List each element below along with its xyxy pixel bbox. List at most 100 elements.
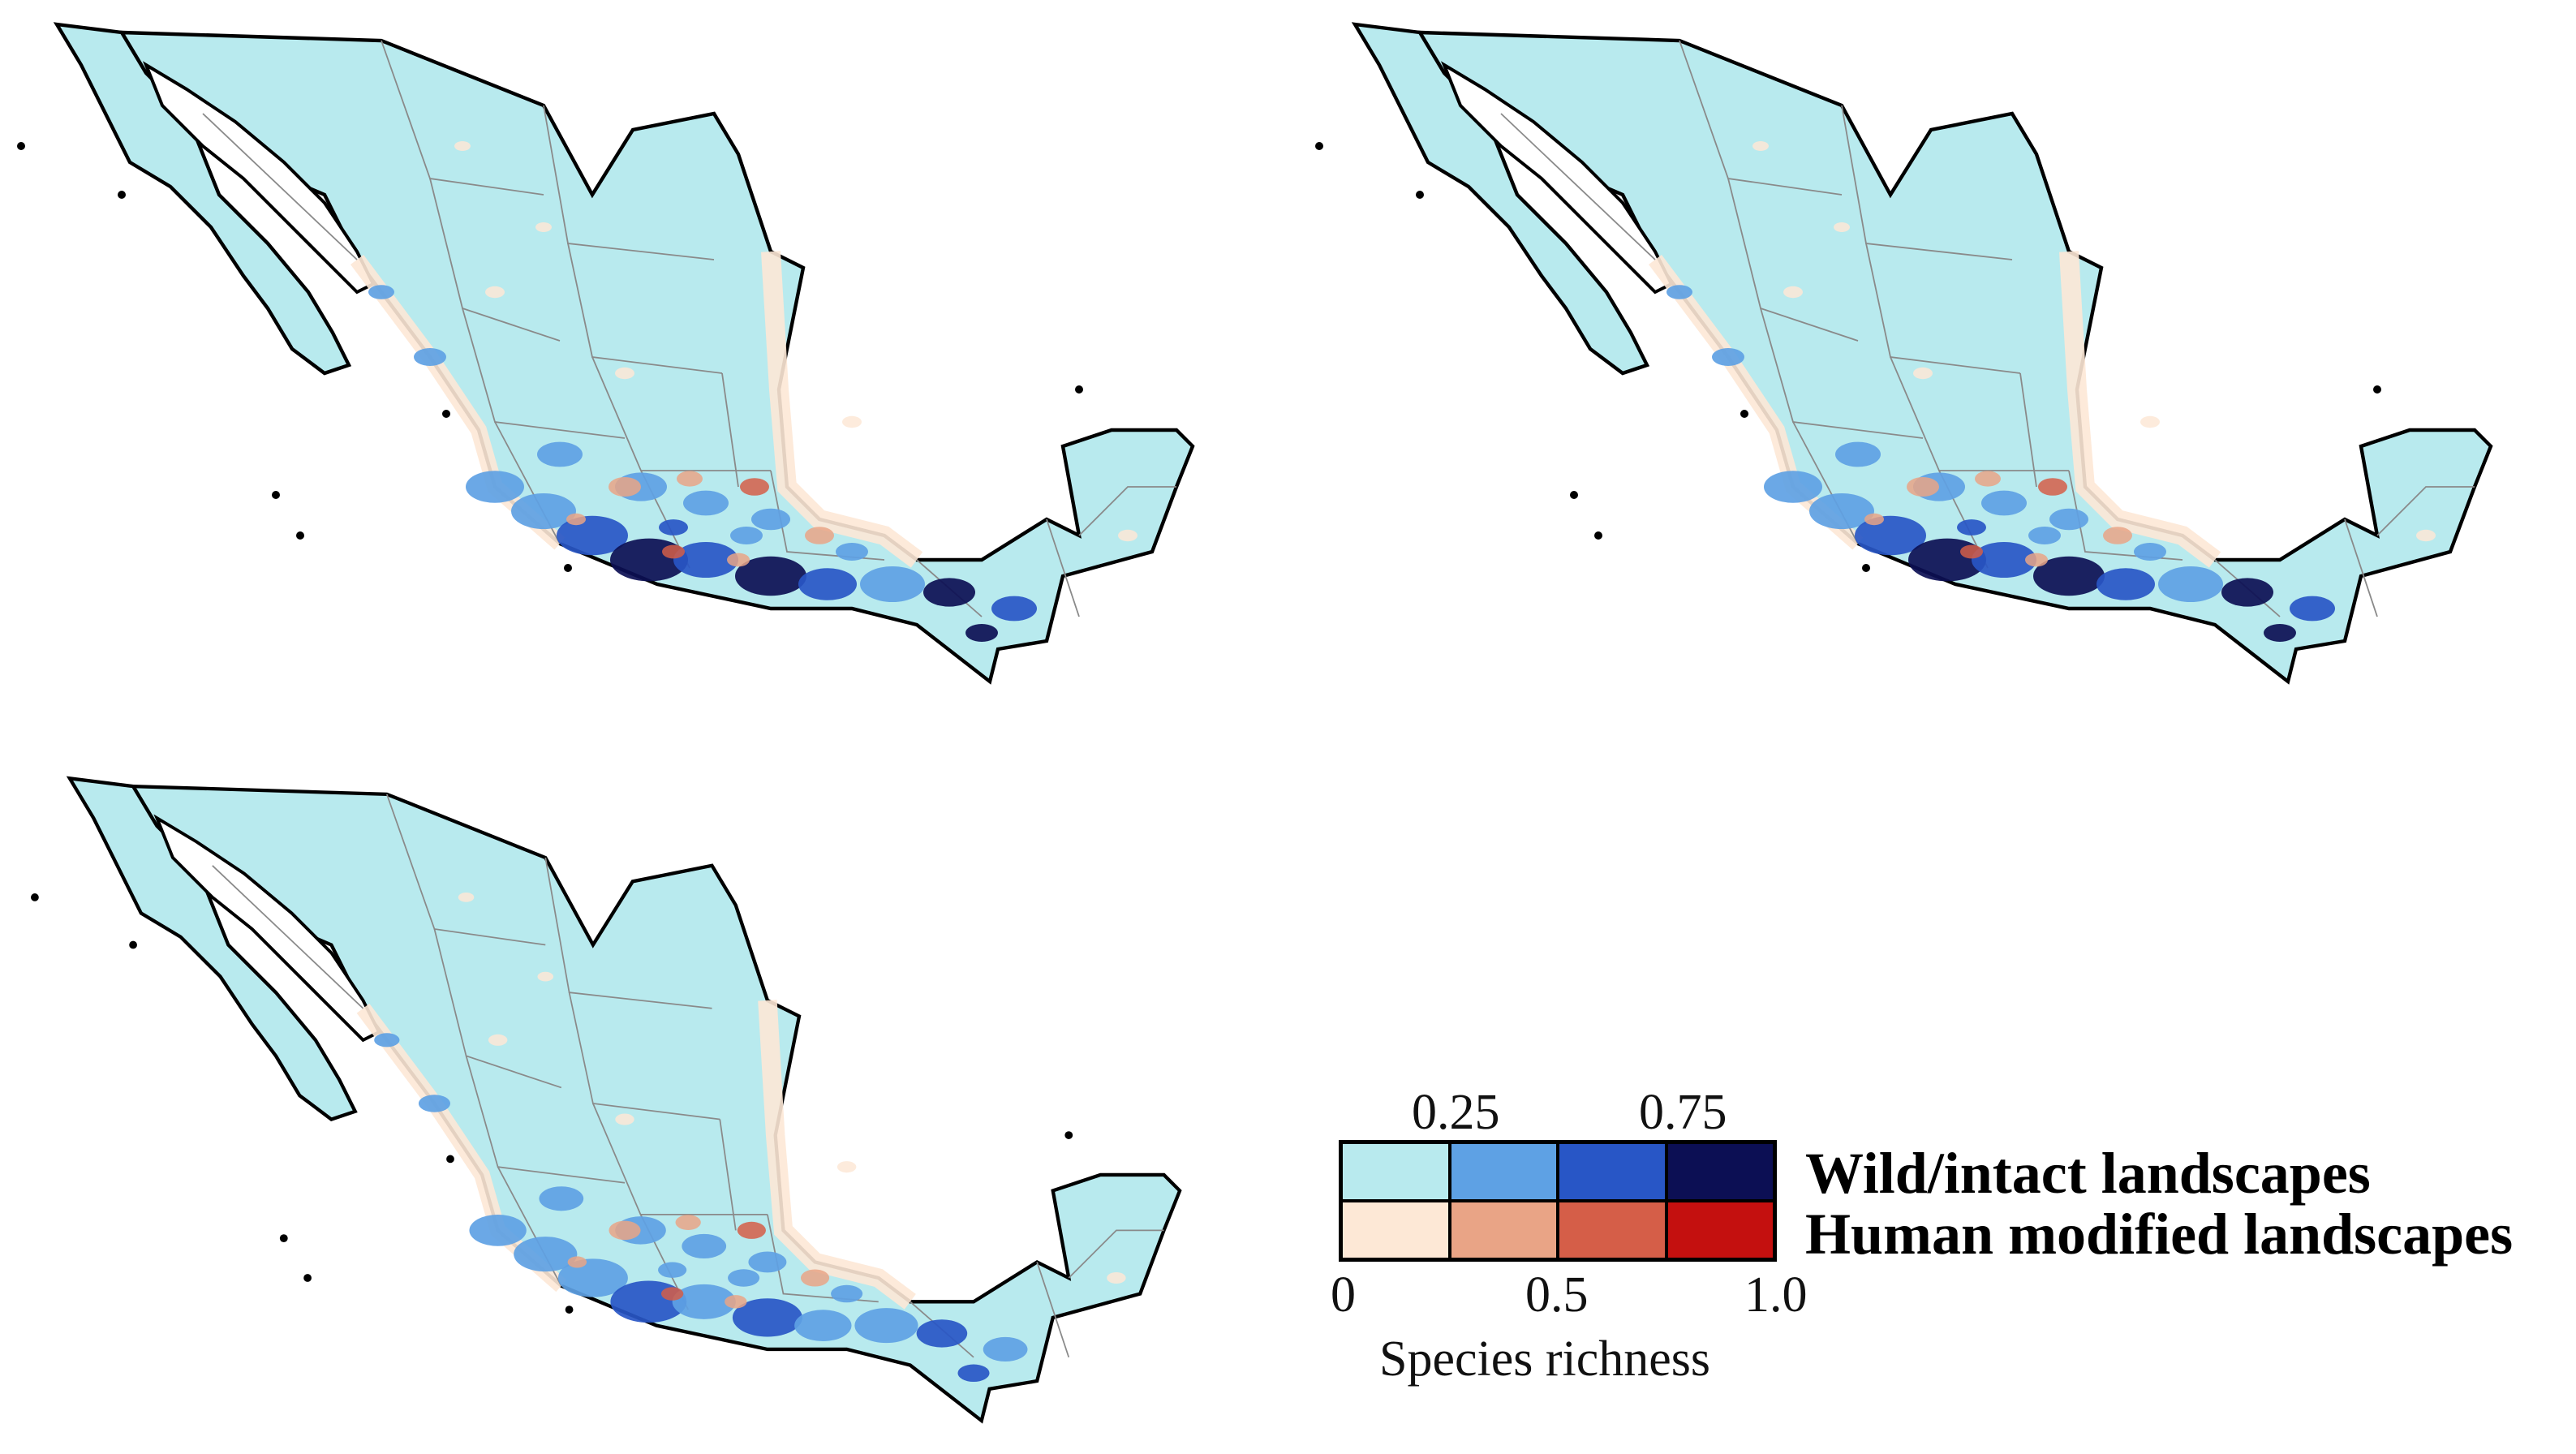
richness-patch-human [609,1220,641,1241]
island [17,142,25,150]
legend-label-human: Human modified landscapes [1805,1202,2514,1267]
mexico-map [31,776,1182,1424]
richness-patch-wild [991,596,1037,622]
richness-patch-wild [557,515,628,556]
richness-patch-wild [957,1364,990,1383]
mainland-region [118,30,1195,685]
richness-patch-human [458,893,475,902]
richness-patch-wild [374,1033,400,1047]
mainland-region [130,784,1182,1424]
richness-patch-wild [1957,519,1986,536]
richness-patch-wild [751,508,790,531]
state-boundary [212,865,364,1009]
richness-patch-human [537,971,554,982]
gulf-of-california [1440,61,1674,295]
richness-patch-wild [831,1284,863,1303]
swatch-wild-4 [1666,1142,1774,1201]
richness-patch-human [1975,471,2001,487]
richness-patch-wild [1666,285,1692,299]
richness-patch-wild [794,1310,852,1341]
richness-patch-wild [1835,441,1881,467]
richness-patch-human [1783,286,1803,299]
richness-patch-wild [557,1258,628,1297]
island [1315,142,1323,150]
richness-patch-wild [1712,348,1744,366]
richness-patch-wild [514,1237,578,1272]
island [442,410,450,418]
legend-tick-1-0: 1.0 [1744,1267,1808,1323]
richness-patch-wild [658,1262,687,1278]
swatch-wild-3 [1558,1142,1666,1201]
map-svg [17,22,1195,685]
island [296,531,304,540]
state-boundary [202,113,358,260]
state-boundary [1500,113,1656,260]
richness-patch-wild [1764,471,1822,503]
richness-patch-wild [735,556,806,596]
richness-patch-wild [2028,527,2061,544]
richness-patch-wild [1809,493,1874,529]
state-boundary [465,1056,626,1184]
swatch-human-4 [1666,1201,1774,1259]
richness-patch-wild [2134,543,2166,561]
mexico-map [1315,22,2493,685]
richness-patch-wild [728,1269,760,1287]
richness-patch-wild [466,471,524,503]
map-panel-2 [1298,0,2548,714]
island [446,1155,454,1164]
mexico-map [17,22,1195,685]
coastal-strip-gulf [2059,251,2221,568]
richness-patch-human [535,222,552,232]
richness-patch-wild [2033,556,2105,596]
richness-patch-wild [965,624,998,642]
richness-patch-wild [2049,508,2088,531]
richness-patch-wild [748,1251,787,1273]
richness-patch-human [800,1269,830,1287]
coastal-strip-gulf [761,251,923,568]
island [1740,410,1748,418]
richness-patch-human [567,1256,587,1268]
richness-patch-human [1907,477,1939,497]
richness-patch-human [2038,478,2067,496]
island [279,1234,288,1243]
richness-patch-wild [2290,596,2335,622]
richness-patch-human [488,1034,508,1046]
map-panel-1 [0,0,1249,714]
swatch-human-1 [1341,1201,1450,1259]
legend-tick-0-5: 0.5 [1525,1267,1589,1323]
richness-patch-wild [854,1308,918,1344]
island [1416,191,1424,199]
state-boundary [2344,518,2378,617]
swatch-human-2 [1449,1201,1558,1259]
richness-patch-wild [923,578,975,607]
richness-patch-wild [983,1336,1028,1362]
map-svg [31,776,1182,1424]
island [1570,491,1578,499]
richness-patch-human [1913,367,1933,380]
island [1594,531,1602,540]
richness-patch-wild [860,566,925,602]
richness-patch-human [1118,529,1137,542]
richness-patch-human [675,1215,701,1230]
richness-patch-wild [537,441,583,467]
richness-patch-human [2103,527,2132,544]
richness-patch-human [836,1161,857,1173]
richness-patch-wild [2264,624,2296,642]
richness-patch-wild [672,1284,736,1319]
richness-patch-human [615,367,634,380]
richness-patch-human [1960,544,1983,559]
state-boundary [2019,372,2037,488]
state-boundary [2376,486,2475,536]
richness-patch-human [2140,415,2160,428]
richness-patch-human [727,553,750,567]
richness-patch-wild [730,527,763,544]
island [1075,385,1083,394]
mainland-region [1417,30,2493,685]
island [272,491,280,499]
gulf-of-california [153,814,381,1043]
richness-patch-wild [1972,542,2036,578]
island [31,893,39,901]
richness-patch-wild [2096,568,2155,600]
legend-title: Species richness [1379,1331,1711,1387]
richness-patch-wild [836,543,868,561]
